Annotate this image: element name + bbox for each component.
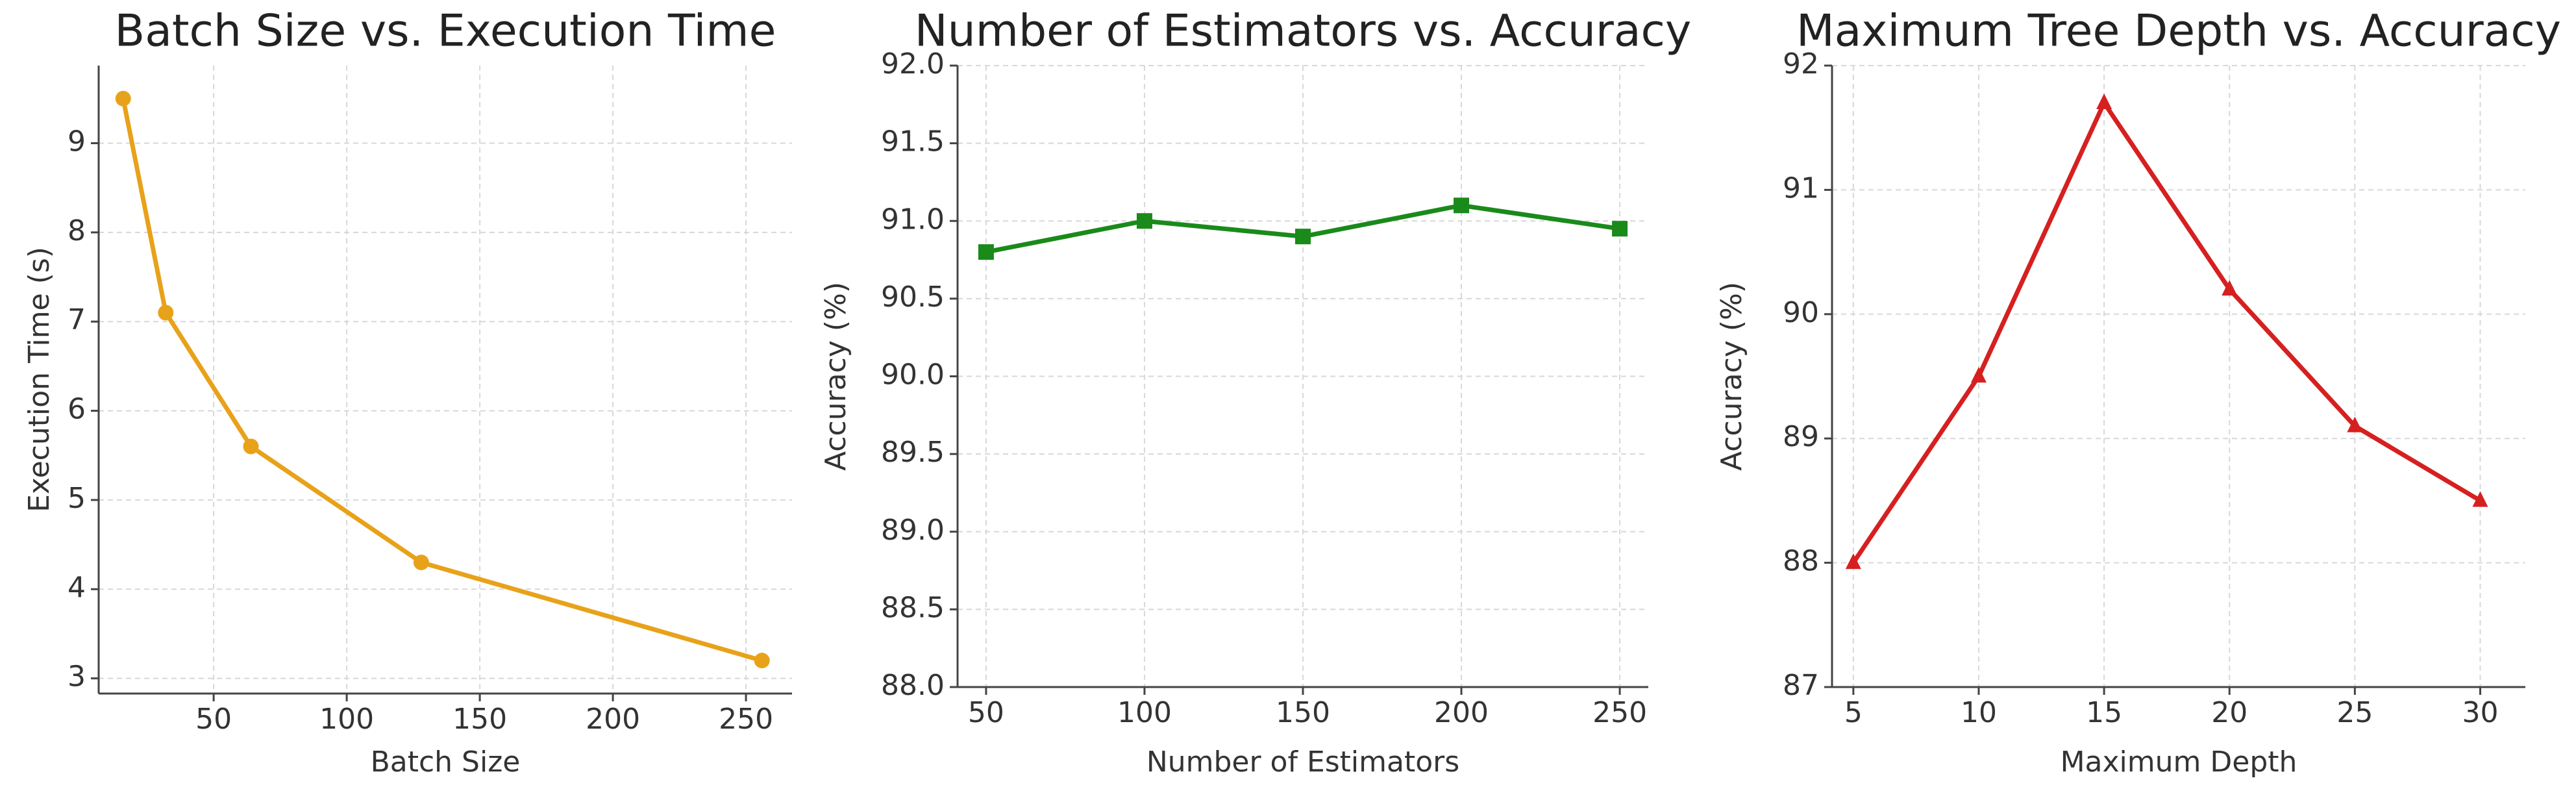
marker (2222, 280, 2238, 296)
data-line (121, 98, 763, 663)
x-tick-label: 10 (1961, 696, 1997, 729)
marker (158, 305, 174, 321)
x-tick-label: 15 (2086, 696, 2122, 729)
marker (115, 90, 131, 106)
x-tick-label: 50 (968, 696, 1004, 729)
marker (2096, 94, 2112, 110)
marker (1136, 213, 1152, 229)
data-line (1851, 100, 2482, 564)
x-tick-label: 200 (586, 703, 640, 736)
marker (2347, 416, 2363, 432)
x-tick-label: 200 (1434, 696, 1489, 729)
y-tick-label: 88.0 (881, 669, 945, 702)
marker (243, 438, 259, 455)
chart-title: Batch Size vs. Execution Time (115, 6, 776, 57)
x-axis-label: Batch Size (371, 745, 521, 779)
y-tick-label: 5 (68, 482, 86, 515)
x-tick-label: 100 (319, 703, 374, 736)
y-tick-label: 92 (1783, 47, 1819, 81)
y-tick-label: 90.0 (881, 358, 945, 392)
x-tick-label: 150 (452, 703, 507, 736)
x-tick-label: 5 (1844, 696, 1863, 729)
y-tick-label: 88.5 (881, 591, 945, 624)
chart-title: Number of Estimators vs. Accuracy (915, 6, 1691, 57)
marker (978, 244, 994, 260)
y-tick-label: 4 (68, 571, 86, 604)
y-tick-label: 91 (1783, 171, 1819, 205)
y-tick-label: 8 (68, 214, 86, 247)
y-tick-label: 91.0 (881, 203, 945, 236)
y-tick-label: 89.5 (881, 436, 945, 469)
y-tick-label: 6 (68, 393, 86, 426)
marker (1970, 367, 1987, 383)
y-tick-label: 9 (68, 125, 86, 158)
y-axis-label: Execution Time (s) (23, 247, 56, 512)
y-tick-label: 87 (1783, 669, 1819, 702)
y-tick-label: 89.0 (881, 514, 945, 547)
x-tick-label: 20 (2211, 696, 2248, 729)
marker (2472, 491, 2488, 507)
marker (413, 555, 429, 571)
y-axis-label: Accuracy (%) (819, 282, 852, 471)
marker (1845, 553, 1861, 570)
x-tick-label: 250 (1592, 696, 1647, 729)
chart-title: Maximum Tree Depth vs. Accuracy (1796, 6, 2561, 57)
y-tick-label: 89 (1783, 420, 1819, 453)
y-tick-label: 90.5 (881, 281, 945, 314)
x-tick-label: 25 (2336, 696, 2373, 729)
x-tick-label: 50 (195, 703, 232, 736)
y-tick-label: 7 (68, 303, 86, 336)
x-tick-label: 150 (1276, 696, 1330, 729)
marker (1454, 197, 1470, 214)
marker (1612, 221, 1628, 237)
y-tick-label: 90 (1783, 296, 1819, 329)
x-tick-label: 30 (2462, 696, 2498, 729)
y-tick-label: 88 (1783, 545, 1819, 578)
y-tick-label: 3 (68, 660, 86, 694)
y-tick-label: 92.0 (881, 47, 945, 81)
y-axis-label: Accuracy (%) (1715, 282, 1748, 471)
x-axis-label: Maximum Depth (2061, 745, 2297, 779)
y-tick-label: 91.5 (881, 125, 945, 158)
x-tick-label: 250 (719, 703, 773, 736)
x-tick-label: 100 (1117, 696, 1172, 729)
marker (1295, 229, 1311, 245)
x-axis-label: Number of Estimators (1146, 745, 1459, 779)
marker (754, 653, 770, 669)
